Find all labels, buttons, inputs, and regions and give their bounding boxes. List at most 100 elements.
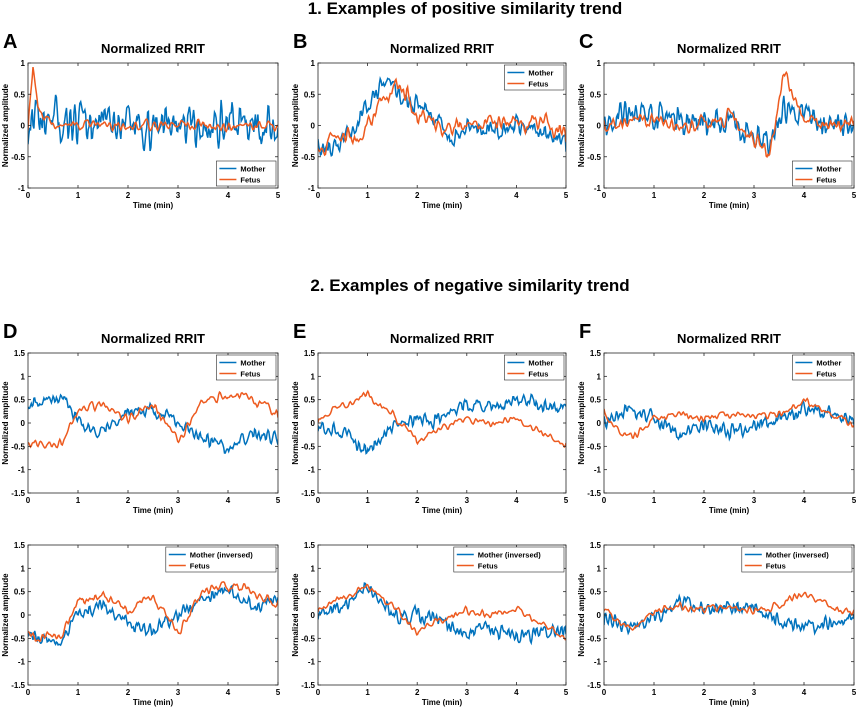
x-tick-label: 1 bbox=[365, 496, 370, 505]
x-tick-label: 0 bbox=[316, 688, 321, 697]
x-tick-label: 3 bbox=[465, 191, 470, 200]
legend-label: Fetus bbox=[816, 175, 836, 184]
x-tick-label: 5 bbox=[276, 496, 281, 505]
x-tick-label: 2 bbox=[126, 688, 131, 697]
y-tick-label: 0.5 bbox=[590, 588, 602, 597]
x-tick-label: 4 bbox=[802, 688, 807, 697]
panel-letter: B bbox=[293, 31, 307, 53]
panel-A: A Normalized RRIT 0 1 2 3 4 5 -1 -0.5 0 0.5 1 Time (m… bbox=[1, 31, 281, 210]
series-line-fetus bbox=[318, 583, 566, 641]
panels: A Normalized RRIT 0 1 2 3 4 5 -1 -0.5 0 0.5 1 Time (m… bbox=[1, 31, 857, 707]
x-axis-label: Time (min) bbox=[133, 506, 174, 515]
y-tick-label: 0.5 bbox=[590, 396, 602, 405]
x-tick-label: 5 bbox=[852, 191, 857, 200]
panel-letter: F bbox=[579, 321, 591, 343]
legend-label: Fetus bbox=[240, 369, 260, 378]
series-line-mother bbox=[604, 95, 854, 157]
series-line-fetus bbox=[28, 390, 278, 449]
x-tick-label: 3 bbox=[465, 688, 470, 697]
y-tick-label: -1.5 bbox=[587, 489, 601, 498]
series-line-fetus bbox=[28, 66, 278, 133]
x-tick-label: 5 bbox=[852, 688, 857, 697]
x-tick-label: 4 bbox=[802, 191, 807, 200]
y-tick-label: -1.5 bbox=[301, 489, 315, 498]
y-tick-label: -1.5 bbox=[11, 681, 25, 690]
legend-label: Fetus bbox=[766, 561, 786, 570]
y-tick-label: 0 bbox=[311, 611, 316, 620]
legend: Mother Fetus bbox=[504, 64, 565, 91]
chart-title: Normalized RRIT bbox=[101, 331, 205, 346]
panel-D: D Normalized RRIT 0 1 2 3 4 5 -1.5 -1 -0.5 0 0.5 1 1.5… bbox=[1, 321, 281, 515]
legend: Mother Fetus bbox=[216, 160, 277, 187]
legend-label: Mother (inversed) bbox=[766, 550, 829, 559]
panel-letter: D bbox=[3, 321, 17, 343]
x-tick-label: 3 bbox=[176, 496, 181, 505]
legend-box bbox=[792, 354, 853, 381]
y-tick-label: -1.5 bbox=[301, 681, 315, 690]
y-tick-label: 1 bbox=[311, 59, 316, 68]
y-tick-label: 1.5 bbox=[590, 541, 602, 550]
y-tick-label: -1 bbox=[308, 658, 316, 667]
section2-title: 2. Examples of negative similarity trend bbox=[310, 276, 629, 295]
x-tick-label: 5 bbox=[276, 191, 281, 200]
y-tick-label: 1 bbox=[21, 59, 26, 68]
x-tick-label: 5 bbox=[564, 191, 569, 200]
y-tick-label: 1.5 bbox=[304, 541, 316, 550]
x-tick-label: 1 bbox=[652, 191, 657, 200]
x-tick-label: 1 bbox=[76, 688, 81, 697]
y-tick-label: 0 bbox=[597, 611, 602, 620]
y-tick-label: 0.5 bbox=[14, 588, 26, 597]
legend-label: Mother bbox=[816, 358, 841, 367]
y-tick-label: -0.5 bbox=[587, 634, 601, 643]
x-tick-label: 3 bbox=[176, 191, 181, 200]
x-tick-label: 5 bbox=[276, 688, 281, 697]
x-tick-label: 2 bbox=[702, 688, 707, 697]
y-tick-label: 1 bbox=[597, 564, 602, 573]
legend-label: Mother (inversed) bbox=[478, 550, 541, 559]
series-line-mother bbox=[28, 393, 278, 454]
y-tick-label: 0.5 bbox=[304, 90, 316, 99]
x-tick-label: 3 bbox=[176, 688, 181, 697]
x-tick-label: 4 bbox=[226, 191, 231, 200]
x-tick-label: 1 bbox=[652, 688, 657, 697]
legend-box bbox=[453, 546, 565, 573]
x-tick-label: 4 bbox=[802, 496, 807, 505]
x-tick-label: 0 bbox=[602, 688, 607, 697]
y-tick-label: 1.5 bbox=[304, 349, 316, 358]
x-tick-label: 3 bbox=[752, 191, 757, 200]
series-line-fetus bbox=[318, 77, 566, 157]
legend-box bbox=[216, 354, 277, 381]
y-tick-label: 0 bbox=[597, 122, 602, 131]
y-tick-label: -1.5 bbox=[587, 681, 601, 690]
y-tick-label: 0 bbox=[21, 122, 26, 131]
y-tick-label: 0.5 bbox=[14, 396, 26, 405]
x-tick-label: 2 bbox=[702, 496, 707, 505]
legend-label: Fetus bbox=[528, 79, 548, 88]
x-axis-label: Time (min) bbox=[422, 506, 463, 515]
x-tick-label: 1 bbox=[76, 496, 81, 505]
y-tick-label: -1 bbox=[18, 184, 26, 193]
y-tick-label: 0.5 bbox=[590, 90, 602, 99]
x-tick-label: 1 bbox=[76, 191, 81, 200]
x-tick-label: 2 bbox=[126, 496, 131, 505]
x-tick-label: 5 bbox=[852, 496, 857, 505]
panel-E: E Normalized RRIT 0 1 2 3 4 5 -1.5 -1 -0.5 0 0.5 1 1.5… bbox=[291, 321, 569, 515]
x-tick-label: 2 bbox=[702, 191, 707, 200]
y-tick-label: -0.5 bbox=[301, 153, 315, 162]
y-tick-label: 0 bbox=[597, 419, 602, 428]
x-tick-label: 0 bbox=[602, 191, 607, 200]
panel-letter: C bbox=[579, 31, 593, 53]
y-tick-label: 1.5 bbox=[14, 541, 26, 550]
x-tick-label: 5 bbox=[564, 688, 569, 697]
x-axis-label: Time (min) bbox=[709, 698, 750, 707]
x-tick-label: 0 bbox=[26, 688, 31, 697]
chart-title: Normalized RRIT bbox=[390, 41, 494, 56]
chart-title: Normalized RRIT bbox=[101, 41, 205, 56]
y-tick-label: -0.5 bbox=[11, 442, 25, 451]
legend-box bbox=[165, 546, 277, 573]
legend-label: Fetus bbox=[190, 561, 210, 570]
y-tick-label: 0 bbox=[311, 419, 316, 428]
legend-label: Mother bbox=[528, 358, 553, 367]
y-tick-label: -1 bbox=[308, 466, 316, 475]
y-axis-label: Normalized amplitude bbox=[1, 381, 10, 465]
